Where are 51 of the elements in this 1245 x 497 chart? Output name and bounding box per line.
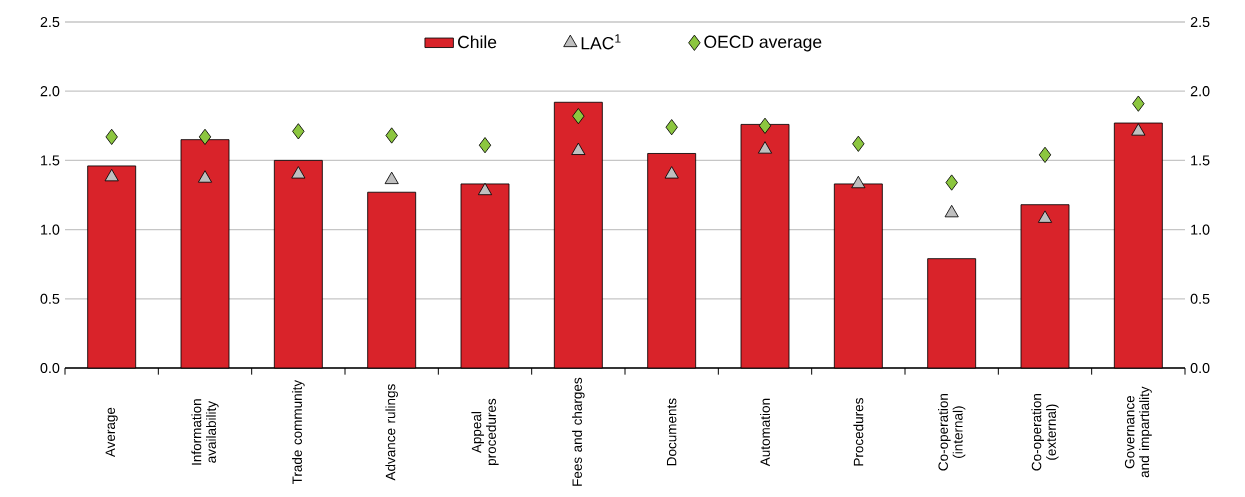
point bbox=[384, 171, 399, 185]
point bbox=[757, 141, 773, 154]
point bbox=[291, 166, 306, 179]
y2-tick-label: 0.5 bbox=[1190, 293, 1210, 304]
y-tick-label: 1.0 bbox=[41, 224, 60, 235]
x-tick-label: Advance rulings bbox=[385, 384, 398, 481]
y2-tick-label: 2.0 bbox=[1190, 86, 1210, 97]
point bbox=[477, 182, 493, 196]
point bbox=[758, 117, 772, 134]
point bbox=[1132, 95, 1145, 112]
point bbox=[1131, 123, 1146, 136]
x-tick-label: Average bbox=[105, 407, 118, 458]
x-tick-label: Co-operation (internal) bbox=[938, 394, 966, 471]
point bbox=[198, 128, 212, 145]
x-tick-label: Governance and impartiality bbox=[1124, 386, 1152, 478]
legend-label: Chile bbox=[458, 35, 497, 49]
x-tick-label: Information availability bbox=[191, 399, 219, 465]
y2-tick-label: 0.0 bbox=[1190, 362, 1210, 374]
y-tick-label: 2.5 bbox=[40, 16, 60, 28]
y-tick-label: 2.0 bbox=[40, 86, 60, 97]
y-tick-label: 0.5 bbox=[40, 293, 60, 304]
point bbox=[665, 119, 678, 136]
point bbox=[664, 166, 679, 179]
x-tick-label: Documents bbox=[666, 398, 677, 466]
point bbox=[197, 170, 213, 183]
x-tick-label: Automation bbox=[760, 398, 770, 467]
point bbox=[292, 123, 305, 140]
x-tick-label: Fees and charges bbox=[572, 377, 585, 486]
x-tick-label: Trade community bbox=[292, 379, 305, 485]
point bbox=[104, 168, 119, 182]
legend-label: OECD average bbox=[704, 35, 822, 52]
y-tick-label: 0.0 bbox=[40, 362, 60, 374]
point bbox=[385, 127, 398, 144]
point bbox=[478, 137, 492, 154]
x-tick-label: Procedures bbox=[853, 398, 864, 466]
x-tick-label: Appeal procedures bbox=[471, 398, 499, 466]
legend-label: LAC$^{1}$ bbox=[581, 34, 621, 50]
point bbox=[852, 135, 865, 152]
y2-tick-label: 2.5 bbox=[1190, 16, 1210, 28]
point bbox=[851, 175, 866, 189]
point bbox=[944, 204, 959, 218]
point bbox=[105, 128, 118, 145]
y2-tick-label: 1.0 bbox=[1191, 224, 1210, 235]
y-tick-label: 1.5 bbox=[41, 155, 60, 166]
point bbox=[1037, 210, 1053, 223]
x-tick-label: Co-operation (external) bbox=[1031, 394, 1059, 471]
y2-tick-label: 1.5 bbox=[1191, 155, 1210, 166]
point bbox=[1038, 146, 1052, 163]
point bbox=[571, 142, 586, 155]
point bbox=[572, 108, 585, 125]
point bbox=[945, 174, 958, 191]
